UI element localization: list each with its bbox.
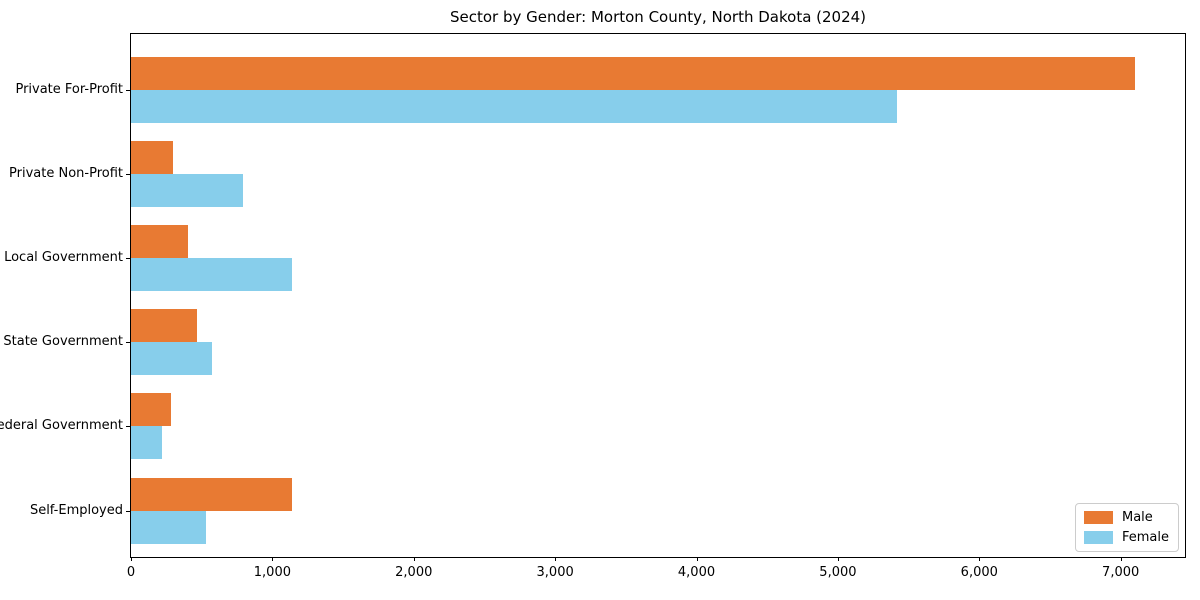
x-tick-label-1-000: 1,000 bbox=[253, 565, 291, 580]
bar-male-private-for-profit bbox=[131, 56, 1135, 90]
legend-label-male: Male bbox=[1121, 510, 1153, 525]
x-tick-mark bbox=[696, 557, 698, 561]
legend: Male Female bbox=[1074, 503, 1179, 552]
x-tick-mark bbox=[413, 557, 415, 561]
x-tick-mark bbox=[131, 557, 132, 561]
x-tick-label-2-000: 2,000 bbox=[395, 565, 433, 580]
x-tick-mark bbox=[272, 557, 274, 561]
bar-male-private-non-profit bbox=[131, 140, 174, 174]
bar-female-private-for-profit bbox=[131, 89, 898, 123]
bar-male-local-government bbox=[131, 224, 188, 258]
x-tick-label-4-000: 4,000 bbox=[677, 565, 716, 580]
y-tick-label-federal-government: Federal Government bbox=[0, 418, 123, 434]
x-tick-label-7-000: 7,000 bbox=[1102, 565, 1140, 580]
legend-swatch-female-icon bbox=[1083, 531, 1113, 544]
y-tick-mark bbox=[126, 426, 130, 428]
bar-female-private-non-profit bbox=[131, 173, 243, 207]
bar-female-self-employed bbox=[131, 510, 206, 544]
y-tick-mark bbox=[126, 173, 130, 175]
plot-area: Male Female Private For-Profit Private No… bbox=[0, 33, 1186, 580]
bar-male-self-employed bbox=[131, 477, 293, 511]
y-tick-mark bbox=[126, 510, 130, 512]
x-tick-mark bbox=[555, 557, 557, 561]
y-tick-mark bbox=[126, 342, 130, 344]
legend-label-female: Female bbox=[1121, 530, 1169, 545]
y-tick-mark bbox=[126, 257, 130, 259]
chart-title: Sector by Gender: Morton County, North D… bbox=[449, 8, 867, 26]
y-tick-label-private-for-profit: Private For-Profit bbox=[15, 81, 123, 97]
y-tick-mark bbox=[126, 89, 130, 91]
bar-female-state-government bbox=[131, 342, 212, 376]
bar-male-federal-government bbox=[131, 393, 171, 427]
bar-female-federal-government bbox=[131, 426, 163, 460]
legend-item-male: Male bbox=[1083, 510, 1169, 525]
y-tick-label-local-government: Local Government bbox=[4, 249, 123, 265]
x-tick-mark bbox=[837, 557, 839, 561]
legend-item-female: Female bbox=[1083, 530, 1169, 545]
x-tick-mark bbox=[1120, 557, 1122, 561]
x-tick-mark bbox=[979, 557, 981, 561]
legend-swatch-male-icon bbox=[1083, 511, 1113, 524]
x-tick-label-0: 0 bbox=[126, 565, 136, 580]
y-tick-label-private-non-profit: Private Non-Profit bbox=[9, 165, 123, 181]
y-tick-label-state-government: State Government bbox=[3, 334, 123, 350]
bar-female-local-government bbox=[131, 257, 293, 291]
x-tick-label-6-000: 6,000 bbox=[960, 565, 998, 580]
x-tick-label-3-000: 3,000 bbox=[536, 565, 574, 580]
x-tick-label-5-000: 5,000 bbox=[819, 565, 857, 580]
y-tick-label-self-employed: Self-Employed bbox=[29, 502, 123, 518]
bar-male-state-government bbox=[131, 309, 198, 343]
